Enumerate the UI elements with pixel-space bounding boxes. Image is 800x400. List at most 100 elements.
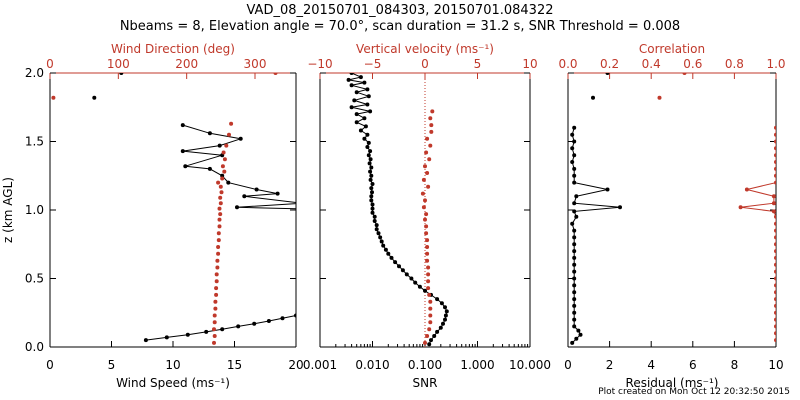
data-point bbox=[427, 157, 432, 162]
data-point bbox=[92, 95, 97, 100]
data-point bbox=[212, 334, 217, 338]
data-point bbox=[213, 306, 218, 311]
data-point bbox=[774, 255, 776, 260]
data-point bbox=[217, 217, 222, 222]
data-point bbox=[774, 317, 776, 322]
data-point bbox=[430, 109, 435, 114]
data-point bbox=[346, 77, 351, 82]
data-point bbox=[425, 171, 430, 175]
data-point bbox=[570, 160, 575, 164]
bottom-tick-label: 10 bbox=[768, 358, 783, 372]
data-point bbox=[370, 210, 375, 215]
data-point bbox=[218, 201, 223, 206]
data-point bbox=[426, 265, 431, 270]
data-point bbox=[428, 299, 433, 304]
bottom-tick-label: 5 bbox=[108, 358, 116, 372]
data-point bbox=[236, 324, 241, 329]
data-point bbox=[369, 194, 374, 199]
data-point bbox=[343, 208, 347, 212]
data-point bbox=[368, 149, 373, 154]
data-point bbox=[400, 268, 405, 273]
data-point bbox=[222, 169, 227, 174]
data-point bbox=[774, 221, 776, 226]
data-point bbox=[423, 164, 427, 169]
series-2-3 bbox=[657, 73, 687, 100]
data-point bbox=[774, 228, 776, 233]
series-0-1 bbox=[92, 73, 124, 100]
data-point bbox=[214, 292, 219, 297]
data-point bbox=[143, 338, 148, 343]
data-point bbox=[220, 164, 225, 169]
data-point bbox=[774, 166, 776, 171]
data-point bbox=[428, 320, 433, 325]
data-point bbox=[425, 258, 430, 263]
bottom-tick-label: 20 bbox=[288, 358, 303, 372]
data-point bbox=[572, 180, 577, 185]
data-point bbox=[572, 324, 577, 329]
series-line bbox=[740, 127, 776, 341]
top-tick-label: 0.0 bbox=[558, 57, 577, 71]
data-point bbox=[409, 276, 414, 281]
data-point bbox=[574, 336, 579, 341]
data-point bbox=[218, 212, 223, 217]
data-point bbox=[235, 205, 239, 210]
data-point bbox=[428, 143, 433, 148]
data-point bbox=[368, 169, 373, 174]
data-point bbox=[425, 251, 430, 256]
data-point bbox=[349, 83, 354, 88]
top-tick-label: 300 bbox=[244, 57, 267, 71]
data-point bbox=[774, 235, 776, 240]
data-point bbox=[591, 95, 595, 100]
data-point bbox=[221, 150, 226, 155]
data-point bbox=[426, 286, 431, 291]
data-point bbox=[215, 258, 220, 263]
data-point bbox=[370, 182, 375, 186]
data-point bbox=[383, 247, 388, 252]
top-tick-label: 0 bbox=[421, 57, 429, 71]
data-point bbox=[212, 340, 216, 345]
data-point bbox=[216, 231, 221, 236]
data-point bbox=[216, 180, 221, 185]
data-point bbox=[213, 299, 218, 304]
y-tick-label: 0.0 bbox=[25, 340, 44, 354]
data-point bbox=[774, 125, 776, 130]
top-tick-label: 100 bbox=[107, 57, 130, 71]
data-point bbox=[774, 331, 776, 336]
data-point bbox=[352, 98, 357, 103]
y-tick-label: 2.0 bbox=[25, 66, 44, 80]
data-point bbox=[435, 297, 440, 302]
data-point bbox=[774, 180, 776, 185]
data-point bbox=[226, 180, 231, 185]
data-point bbox=[570, 146, 575, 151]
data-point bbox=[774, 214, 776, 219]
data-point bbox=[572, 269, 577, 274]
data-point bbox=[426, 184, 431, 189]
data-point bbox=[774, 153, 776, 158]
data-point bbox=[266, 319, 271, 323]
data-point bbox=[774, 283, 776, 288]
data-point bbox=[572, 310, 577, 315]
data-point bbox=[386, 251, 391, 256]
data-point bbox=[618, 205, 622, 210]
data-point bbox=[443, 317, 447, 322]
data-point bbox=[358, 75, 363, 80]
top-tick-label: −10 bbox=[307, 57, 332, 71]
data-point bbox=[423, 198, 427, 203]
data-point bbox=[207, 131, 212, 136]
bottom-tick-label: 0.100 bbox=[408, 358, 442, 372]
top-tick-label: 10 bbox=[522, 57, 537, 71]
bottom-tick-label: 1.000 bbox=[460, 358, 494, 372]
data-point bbox=[362, 136, 367, 141]
data-point bbox=[744, 187, 749, 192]
data-point bbox=[368, 177, 373, 182]
data-point bbox=[429, 338, 433, 343]
data-point bbox=[572, 303, 577, 308]
data-point bbox=[374, 227, 379, 232]
data-point bbox=[358, 128, 363, 133]
series-line bbox=[571, 127, 621, 344]
data-point bbox=[774, 139, 776, 144]
data-point bbox=[242, 194, 247, 199]
data-point bbox=[425, 238, 430, 243]
data-point bbox=[572, 209, 577, 214]
data-point bbox=[428, 306, 433, 311]
